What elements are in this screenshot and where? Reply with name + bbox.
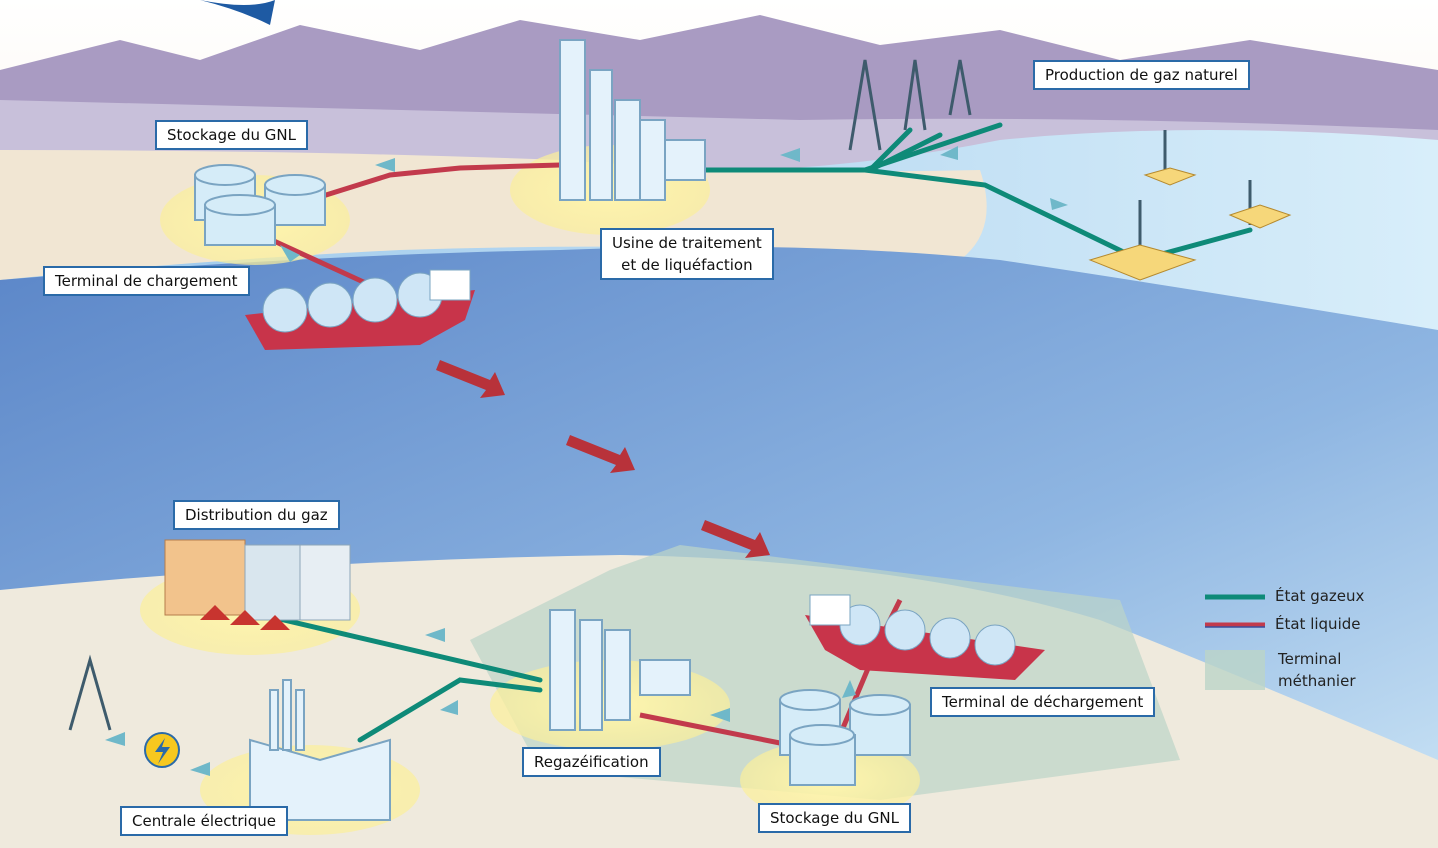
- label-line: Production de gaz naturel: [1045, 64, 1238, 86]
- node-label: Production de gaz naturel: [1033, 60, 1250, 90]
- legend-entry: État gazeux: [1275, 585, 1364, 607]
- label-line: méthanier: [1278, 670, 1356, 692]
- label-line: Stockage du GNL: [167, 124, 296, 146]
- node-label: Stockage du GNL: [758, 803, 911, 833]
- node-label: Terminal de chargement: [43, 266, 250, 296]
- label-line: Regazéification: [534, 751, 649, 773]
- label-line: Centrale électrique: [132, 810, 276, 832]
- label-line: Usine de traitement: [612, 232, 762, 254]
- label-line: État gazeux: [1275, 585, 1364, 607]
- label-line: Terminal de déchargement: [942, 691, 1143, 713]
- power-icon: [145, 733, 179, 767]
- node-label: Terminal de déchargement: [930, 687, 1155, 717]
- page: Production de gaz naturel Stockage du GNL…: [0, 0, 1438, 848]
- label-line: et de liquéfaction: [612, 254, 762, 276]
- label-line: Distribution du gaz: [185, 504, 328, 526]
- node-label: Stockage du GNL: [155, 120, 308, 150]
- legend-entry: État liquide: [1275, 613, 1360, 635]
- label-line: Terminal: [1278, 648, 1356, 670]
- label-line: État liquide: [1275, 613, 1360, 635]
- label-line: Terminal de chargement: [55, 270, 238, 292]
- node-label: Centrale électrique: [120, 806, 288, 836]
- node-label: Regazéification: [522, 747, 661, 777]
- label-line: Stockage du GNL: [770, 807, 899, 829]
- node-label: Distribution du gaz: [173, 500, 340, 530]
